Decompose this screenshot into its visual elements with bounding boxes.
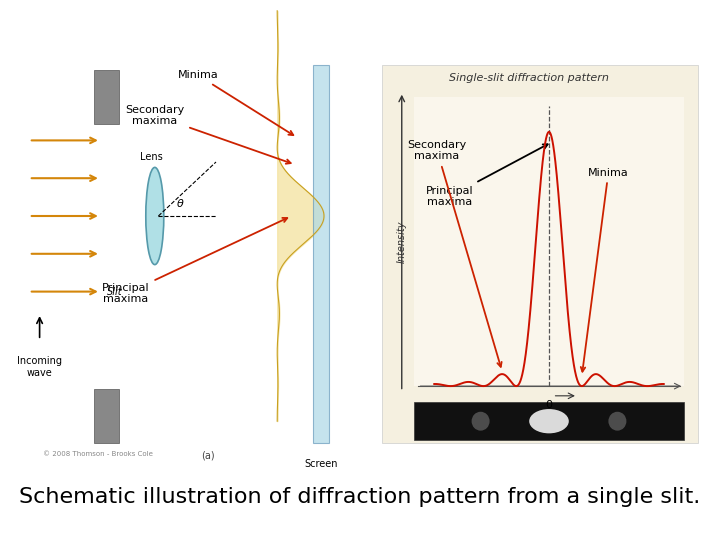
Text: 0: 0 xyxy=(546,400,552,410)
Bar xyxy=(313,65,329,443)
Text: Principal
maxima: Principal maxima xyxy=(426,144,548,207)
Text: $\theta$: $\theta$ xyxy=(176,197,185,209)
Bar xyxy=(22,65,374,443)
Ellipse shape xyxy=(145,167,164,265)
Ellipse shape xyxy=(529,409,569,433)
Text: Principal
maxima: Principal maxima xyxy=(102,218,287,305)
Ellipse shape xyxy=(472,411,490,431)
Text: Minima: Minima xyxy=(581,167,629,372)
Bar xyxy=(414,97,684,386)
Text: Schematic illustration of diffraction pattern from a single slit.: Schematic illustration of diffraction pa… xyxy=(19,487,701,507)
Text: Slit: Slit xyxy=(107,287,122,296)
Text: Incoming
wave: Incoming wave xyxy=(17,356,62,378)
Text: © 2008 Thomson - Brooks Cole: © 2008 Thomson - Brooks Cole xyxy=(43,451,153,457)
Bar xyxy=(414,402,684,440)
Text: Single-slit diffraction pattern: Single-slit diffraction pattern xyxy=(449,73,609,83)
Text: Secondary
maxima: Secondary maxima xyxy=(408,140,502,367)
Bar xyxy=(94,389,119,443)
Bar xyxy=(382,65,698,443)
Text: Screen: Screen xyxy=(305,459,338,469)
Bar xyxy=(94,70,119,124)
Text: Minima: Minima xyxy=(178,70,293,135)
Text: Intensity: Intensity xyxy=(397,220,407,263)
Ellipse shape xyxy=(608,411,626,431)
Text: Lens: Lens xyxy=(140,152,163,162)
Text: Secondary
maxima: Secondary maxima xyxy=(125,105,291,164)
Text: (a): (a) xyxy=(202,451,215,461)
